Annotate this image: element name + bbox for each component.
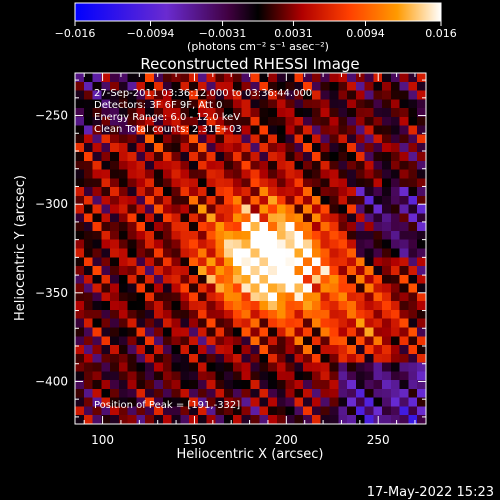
colorbar-tick-label: −0.0094 xyxy=(127,27,175,40)
x-tick-label: 100 xyxy=(91,433,114,447)
y-tick-label: −250 xyxy=(35,109,68,123)
footer-timestamp: 17-May-2022 15:23 xyxy=(367,485,494,500)
annotation-detectors: Detectors: 3F 6F 9F, Att 0 xyxy=(94,100,222,111)
y-tick-label: −400 xyxy=(35,374,68,388)
y-tick-label: −300 xyxy=(35,197,68,211)
colorbar: −0.016 −0.0094 −0.0031 0.0031 0.0094 0.016 (p… xyxy=(55,2,457,53)
annotation-energy-range: Energy Range: 6.0 - 12.0 keV xyxy=(94,112,240,123)
y-tick-label: −350 xyxy=(35,286,68,300)
x-tick-label: 200 xyxy=(275,433,298,447)
heatmap-image xyxy=(75,73,426,424)
chart-title: Reconstructed RHESSI Image xyxy=(140,55,359,73)
x-tick-label: 250 xyxy=(367,433,390,447)
heatmap-raster xyxy=(75,73,426,424)
peak-position-label: Position of Peak = [191,-332] xyxy=(94,400,240,411)
annotation-block: 27-Sep-2011 03:36:12.000 to 03:36:44.000… xyxy=(94,88,312,135)
colorbar-tick-label: −0.0031 xyxy=(199,27,247,40)
colorbar-gradient xyxy=(74,2,442,22)
colorbar-tick-label: 0.016 xyxy=(425,27,457,40)
annotation-clean-counts: Clean Total counts: 2.31E+03 xyxy=(94,124,242,135)
axis-ticks: 100 150 200 250 −250 −300 −350 −400 xyxy=(35,73,426,447)
x-tick-label: 150 xyxy=(183,433,206,447)
colorbar-ticks: −0.016 −0.0094 −0.0031 0.0031 0.0094 0.016 xyxy=(55,21,457,40)
x-axis-label: Heliocentric X (arcsec) xyxy=(177,447,324,462)
colorbar-tick-label: 0.0094 xyxy=(346,27,385,40)
colorbar-tick-label: −0.016 xyxy=(55,27,96,40)
plot-frame xyxy=(74,72,427,425)
colorbar-units: (photons cm⁻² s⁻¹ asec⁻²) xyxy=(187,40,329,53)
y-axis-label: Heliocentric Y (arcsec) xyxy=(13,175,28,321)
annotation-time-range: 27-Sep-2011 03:36:12.000 to 03:36:44.000 xyxy=(94,88,312,99)
colorbar-tick-label: 0.0031 xyxy=(274,27,313,40)
